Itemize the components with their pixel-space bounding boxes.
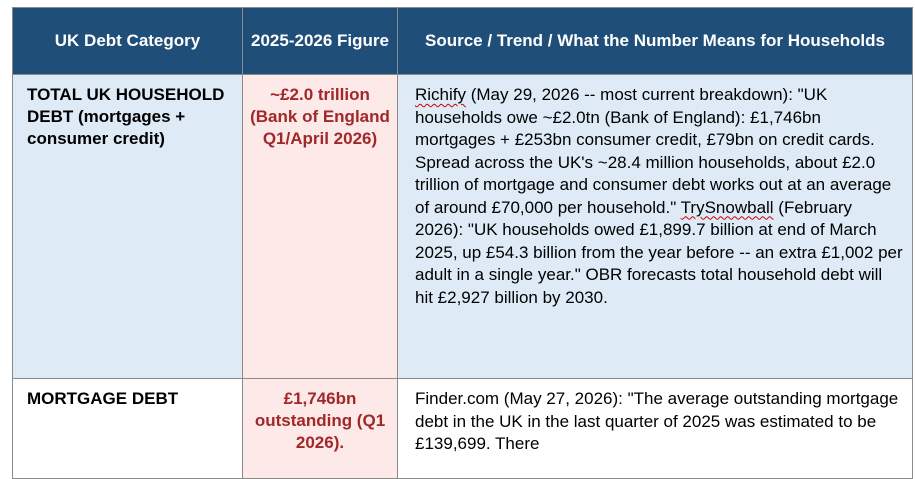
source-cell: Finder.com (May 27, 2026): "The average …: [397, 378, 913, 479]
header-row: UK Debt Category 2025-2026 Figure Source…: [12, 7, 913, 75]
category-cell: MORTGAGE DEBT: [12, 378, 243, 479]
figure-cell: ~£2.0 trillion (Bank of England Q1/April…: [242, 74, 398, 379]
source-text-richify: (May 29, 2026 -- most current breakdown)…: [415, 85, 892, 217]
source-name-richify: Richify: [415, 85, 467, 104]
table-row: TOTAL UK HOUSEHOLD DEBT (mortgages + con…: [12, 74, 913, 379]
header-category: UK Debt Category: [12, 7, 243, 75]
table-row: MORTGAGE DEBT £1,746bn outstanding (Q1 2…: [12, 378, 913, 479]
source-text-trysnowball: (February 2026): "UK households owed £1,…: [415, 197, 903, 307]
header-figure: 2025-2026 Figure: [242, 7, 398, 75]
source-name-trysnowball: TrySnowball: [680, 197, 774, 217]
figure-cell: £1,746bn outstanding (Q1 2026).: [242, 378, 398, 479]
source-cell: Richify (May 29, 2026 -- most current br…: [397, 74, 913, 379]
source-text-finder: Finder.com (May 27, 2026): "The average …: [415, 389, 899, 453]
header-source: Source / Trend / What the Number Means f…: [397, 7, 913, 75]
uk-debt-table: UK Debt Category 2025-2026 Figure Source…: [12, 7, 913, 479]
category-cell: TOTAL UK HOUSEHOLD DEBT (mortgages + con…: [12, 74, 243, 379]
